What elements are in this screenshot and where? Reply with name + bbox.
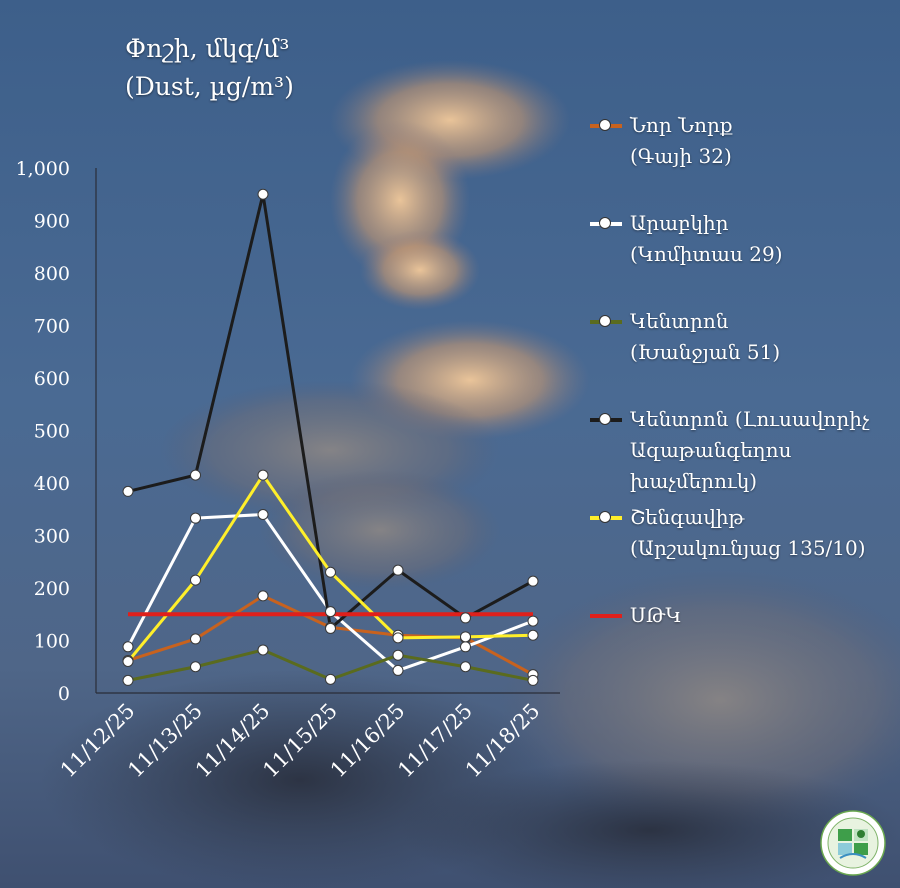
y-tick-label: 300 — [34, 526, 70, 548]
data-point-0-2 — [257, 590, 269, 602]
series-line-1 — [126, 513, 534, 672]
legend-label: Կենտրոն (Լուսավորիչ Ազաթանգեղոս խաչմերու… — [630, 407, 870, 493]
series-line-3 — [127, 192, 534, 630]
data-point-3-4 — [392, 564, 404, 576]
data-point-3-1 — [190, 469, 201, 481]
data-point-4-1 — [190, 574, 201, 586]
y-tick-label: 0 — [58, 683, 70, 705]
y-tick-label: 500 — [34, 421, 70, 443]
y-tick-label: 800 — [34, 263, 70, 285]
data-point-3-5 — [460, 612, 471, 624]
data-point-3-0 — [122, 485, 134, 497]
y-tick-label: 100 — [34, 631, 70, 653]
data-point-4-6 — [527, 629, 539, 641]
data-point-3-2 — [257, 188, 269, 200]
data-point-4-0 — [122, 656, 134, 667]
data-point-4-5 — [460, 631, 471, 643]
data-point-0-1 — [190, 633, 201, 645]
data-point-1-4 — [392, 664, 404, 676]
legend-marker — [590, 413, 622, 425]
legend-marker — [590, 217, 622, 229]
legend-marker — [590, 119, 622, 131]
data-point-1-0 — [122, 641, 134, 653]
data-point-2-3 — [325, 673, 336, 685]
data-point-2-5 — [460, 661, 471, 673]
data-point-1-3 — [325, 606, 336, 618]
ministry-environment-seal-icon — [820, 810, 886, 876]
data-point-3-3 — [325, 622, 336, 634]
legend-marker — [590, 614, 622, 618]
y-tick-label: 1,000 — [16, 158, 70, 180]
data-point-1-2 — [257, 509, 269, 520]
data-point-1-6 — [527, 615, 539, 627]
legend-marker — [590, 511, 622, 523]
data-point-4-3 — [325, 566, 336, 578]
legend-marker — [590, 315, 622, 327]
chart-title-armenian: Փոշի, մկգ/մ³ — [125, 34, 290, 63]
data-point-2-1 — [190, 661, 201, 673]
y-tick-label: 200 — [34, 578, 70, 600]
data-point-2-6 — [527, 674, 539, 686]
y-tick-label: 900 — [34, 211, 70, 233]
y-tick-label: 600 — [34, 368, 70, 390]
data-point-2-0 — [122, 674, 134, 686]
legend-label: Կենտրոն (Խանջյան 51) — [630, 309, 781, 364]
data-point-1-1 — [190, 512, 201, 524]
legend-label: Արաբկիր (Կոմիտաս 29) — [630, 211, 783, 266]
legend-label: Շենգավիթ (Արշակունյաց 135/10) — [630, 505, 866, 560]
y-tick-label: 700 — [34, 316, 70, 338]
data-point-2-4 — [392, 649, 404, 661]
data-point-4-2 — [257, 469, 269, 481]
data-point-2-2 — [257, 644, 269, 656]
chart-title-english: (Dust, µg/m³) — [125, 72, 294, 101]
legend-label: ՍԹԿ — [630, 603, 682, 627]
y-tick-label: 400 — [34, 473, 70, 495]
data-point-3-6 — [527, 575, 539, 587]
data-point-4-4 — [392, 632, 404, 644]
data-point-1-5 — [460, 641, 471, 653]
legend-label: Նոր Նորք (Գայի 32) — [630, 113, 733, 168]
x-tick-label: 11/18/25 — [461, 699, 545, 783]
